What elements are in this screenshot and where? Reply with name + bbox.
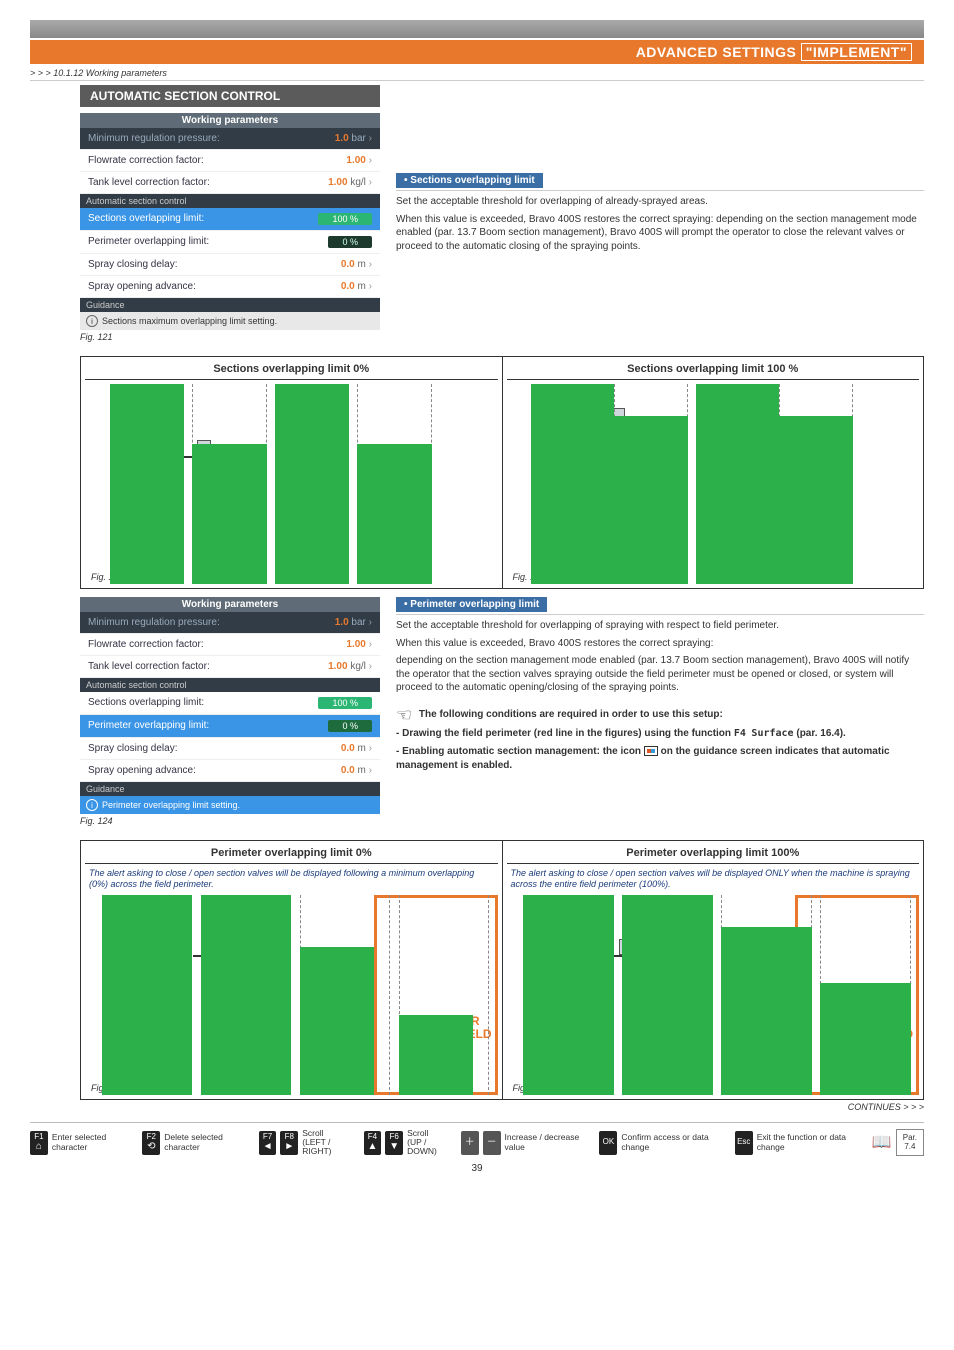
footer-keys: F1⌂Enter selected character F2⟲Delete se… bbox=[30, 1122, 924, 1157]
key-f1[interactable]: F1⌂Enter selected character bbox=[30, 1129, 134, 1157]
wp-subhead: Automatic section control bbox=[80, 194, 380, 208]
diag-head: Sections overlapping limit 0% bbox=[85, 361, 498, 380]
sections-overlap-tag: • Sections overlapping limit bbox=[396, 173, 543, 188]
book-icon: 📖 bbox=[872, 1134, 892, 1152]
continues-label: CONTINUES > > > bbox=[30, 1102, 924, 1112]
wp-label: Perimeter overlapping limit: bbox=[88, 236, 209, 248]
working-params-panel-2: Working parameters Minimum regulation pr… bbox=[80, 597, 380, 832]
wp-label: Tank level correction factor: bbox=[88, 177, 210, 188]
info-tip: iPerimeter overlapping limit setting. bbox=[80, 796, 380, 814]
perimeter-overlap-tag: • Perimeter overlapping limit bbox=[396, 597, 547, 612]
key-ok[interactable]: OKConfirm access or data change bbox=[599, 1129, 726, 1157]
info-icon: i bbox=[86, 799, 98, 811]
hand-icon: ☞ bbox=[396, 703, 412, 727]
fig-caption: Fig. 124 bbox=[80, 816, 380, 826]
wp-head: Working parameters bbox=[80, 113, 380, 128]
sections-overlap-diagram: Sections overlapping limit 0% 0% Fig. 12… bbox=[80, 356, 924, 589]
section-title: AUTOMATIC SECTION CONTROL bbox=[80, 85, 380, 107]
diag-head: Sections overlapping limit 100 % bbox=[507, 361, 920, 380]
wp-label: Flowrate correction factor: bbox=[88, 155, 204, 166]
key-esc[interactable]: EscExit the function or data change bbox=[735, 1129, 864, 1157]
header-title: ADVANCED SETTINGS bbox=[636, 44, 797, 60]
section-mgmt-icon bbox=[644, 746, 658, 756]
key-scroll-lr[interactable]: F7◄F8►Scroll (LEFT / RIGHT) bbox=[259, 1129, 356, 1157]
fig-caption: Fig. 121 bbox=[80, 332, 380, 342]
key-scroll-ud[interactable]: F4▲F6▼Scroll (UP / DOWN) bbox=[364, 1129, 453, 1157]
key-f2[interactable]: F2⟲Delete selected character bbox=[142, 1129, 250, 1157]
page-number: 39 bbox=[30, 1163, 924, 1174]
top-bar bbox=[30, 20, 924, 38]
wp-subhead2: Guidance bbox=[80, 298, 380, 312]
par-ref: 📖Par. 7.4 bbox=[872, 1129, 924, 1157]
page-header: ADVANCED SETTINGS "IMPLEMENT" bbox=[30, 40, 924, 64]
wp-label: Minimum regulation pressure: bbox=[88, 133, 220, 144]
key-plusminus[interactable]: ＋－Increase / decrease value bbox=[461, 1129, 592, 1157]
wp-label: Spray opening advance: bbox=[88, 281, 196, 292]
info-tip: iSections maximum overlapping limit sett… bbox=[80, 312, 380, 330]
sections-overlap-row[interactable]: Sections overlapping limit:100 % bbox=[80, 208, 380, 231]
breadcrumb: > > > 10.1.12 Working parameters bbox=[30, 68, 924, 78]
perimeter-overlap-diagram: Perimeter overlapping limit 0% The alert… bbox=[80, 840, 924, 1100]
perimeter-overlap-row[interactable]: Perimeter overlapping limit:0 % bbox=[80, 715, 380, 738]
info-icon: i bbox=[86, 315, 98, 327]
working-params-panel-1: Working parameters Minimum regulation pr… bbox=[80, 113, 380, 348]
header-implement: "IMPLEMENT" bbox=[801, 43, 912, 61]
desc-p2: When this value is exceeded, Bravo 400S … bbox=[396, 213, 924, 254]
wp-label: Spray closing delay: bbox=[88, 259, 178, 270]
desc-p1: Set the acceptable threshold for overlap… bbox=[396, 195, 924, 209]
